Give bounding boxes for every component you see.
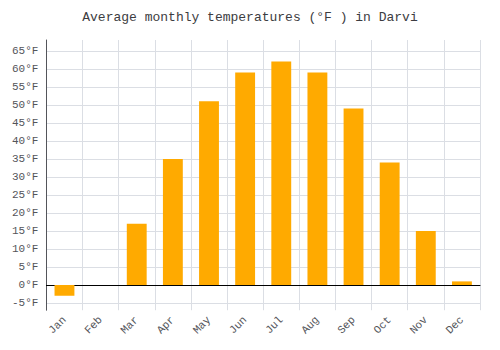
svg-text:Jan: Jan (46, 314, 68, 336)
svg-text:-5°F: -5°F (12, 297, 38, 309)
svg-text:40°F: 40°F (12, 135, 38, 147)
svg-text:May: May (191, 314, 214, 337)
svg-text:Sep: Sep (335, 314, 357, 336)
svg-text:Aug: Aug (299, 314, 321, 336)
svg-text:Nov: Nov (408, 314, 431, 337)
svg-text:60°F: 60°F (12, 63, 38, 75)
svg-text:Feb: Feb (82, 314, 104, 336)
svg-text:65°F: 65°F (12, 45, 38, 57)
svg-text:Dec: Dec (444, 314, 466, 336)
svg-text:20°F: 20°F (12, 207, 38, 219)
svg-text:50°F: 50°F (12, 99, 38, 111)
svg-text:10°F: 10°F (12, 243, 38, 255)
svg-text:Average monthly temperatures (: Average monthly temperatures (°F ) in Da… (82, 10, 418, 25)
svg-text:Apr: Apr (155, 314, 177, 336)
svg-text:Jun: Jun (227, 314, 249, 336)
svg-text:Mar: Mar (119, 314, 141, 336)
svg-text:30°F: 30°F (12, 171, 38, 183)
svg-text:15°F: 15°F (12, 225, 38, 237)
svg-text:0°F: 0°F (19, 279, 39, 291)
svg-text:25°F: 25°F (12, 189, 38, 201)
svg-text:Oct: Oct (371, 314, 393, 336)
svg-text:35°F: 35°F (12, 153, 38, 165)
svg-text:5°F: 5°F (19, 261, 39, 273)
svg-text:45°F: 45°F (12, 117, 38, 129)
svg-text:Jul: Jul (263, 314, 285, 336)
svg-text:55°F: 55°F (12, 81, 38, 93)
